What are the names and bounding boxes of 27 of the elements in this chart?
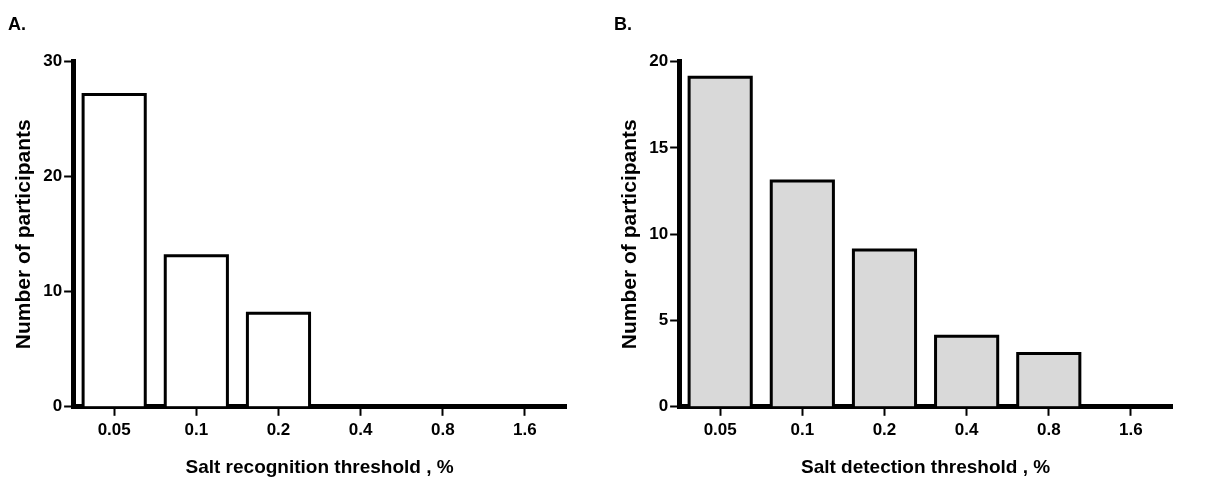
x-axis-title: Salt detection threshold , % (800, 455, 1051, 477)
x-tick-label: 0.8 (430, 419, 455, 439)
x-tick-label: 0.05 (703, 419, 737, 439)
y-tick-label: 0 (658, 396, 669, 416)
chart-title: A. (8, 13, 26, 34)
y-tick-label: 10 (649, 223, 669, 243)
y-tick-label: 30 (43, 51, 63, 71)
x-tick-label: 0.4 (954, 419, 979, 439)
chart-title: B. (614, 13, 632, 34)
y-tick-label: 20 (43, 166, 63, 186)
x-tick-label: 0.8 (1036, 419, 1061, 439)
x-axis-title: Salt recognition threshold , % (185, 455, 454, 477)
x-tick-label: 1.6 (513, 419, 537, 439)
y-tick-label: 0 (52, 396, 63, 416)
y-tick-label: 10 (43, 281, 63, 301)
x-tick-label: 0.05 (97, 419, 131, 439)
x-tick-label: 0.1 (790, 419, 815, 439)
y-axis-title: Number of participants (617, 119, 641, 350)
y-tick-label: 5 (658, 310, 669, 330)
x-tick-label: 0.2 (266, 419, 291, 439)
y-tick-label: 20 (649, 51, 669, 71)
y-tick-label: 15 (649, 137, 669, 157)
x-tick-label: 1.6 (1119, 419, 1143, 439)
x-tick-label: 0.2 (872, 419, 897, 439)
x-tick-label: 0.4 (348, 419, 373, 439)
x-tick-label: 0.1 (184, 419, 209, 439)
y-axis-title: Number of participants (11, 119, 35, 350)
